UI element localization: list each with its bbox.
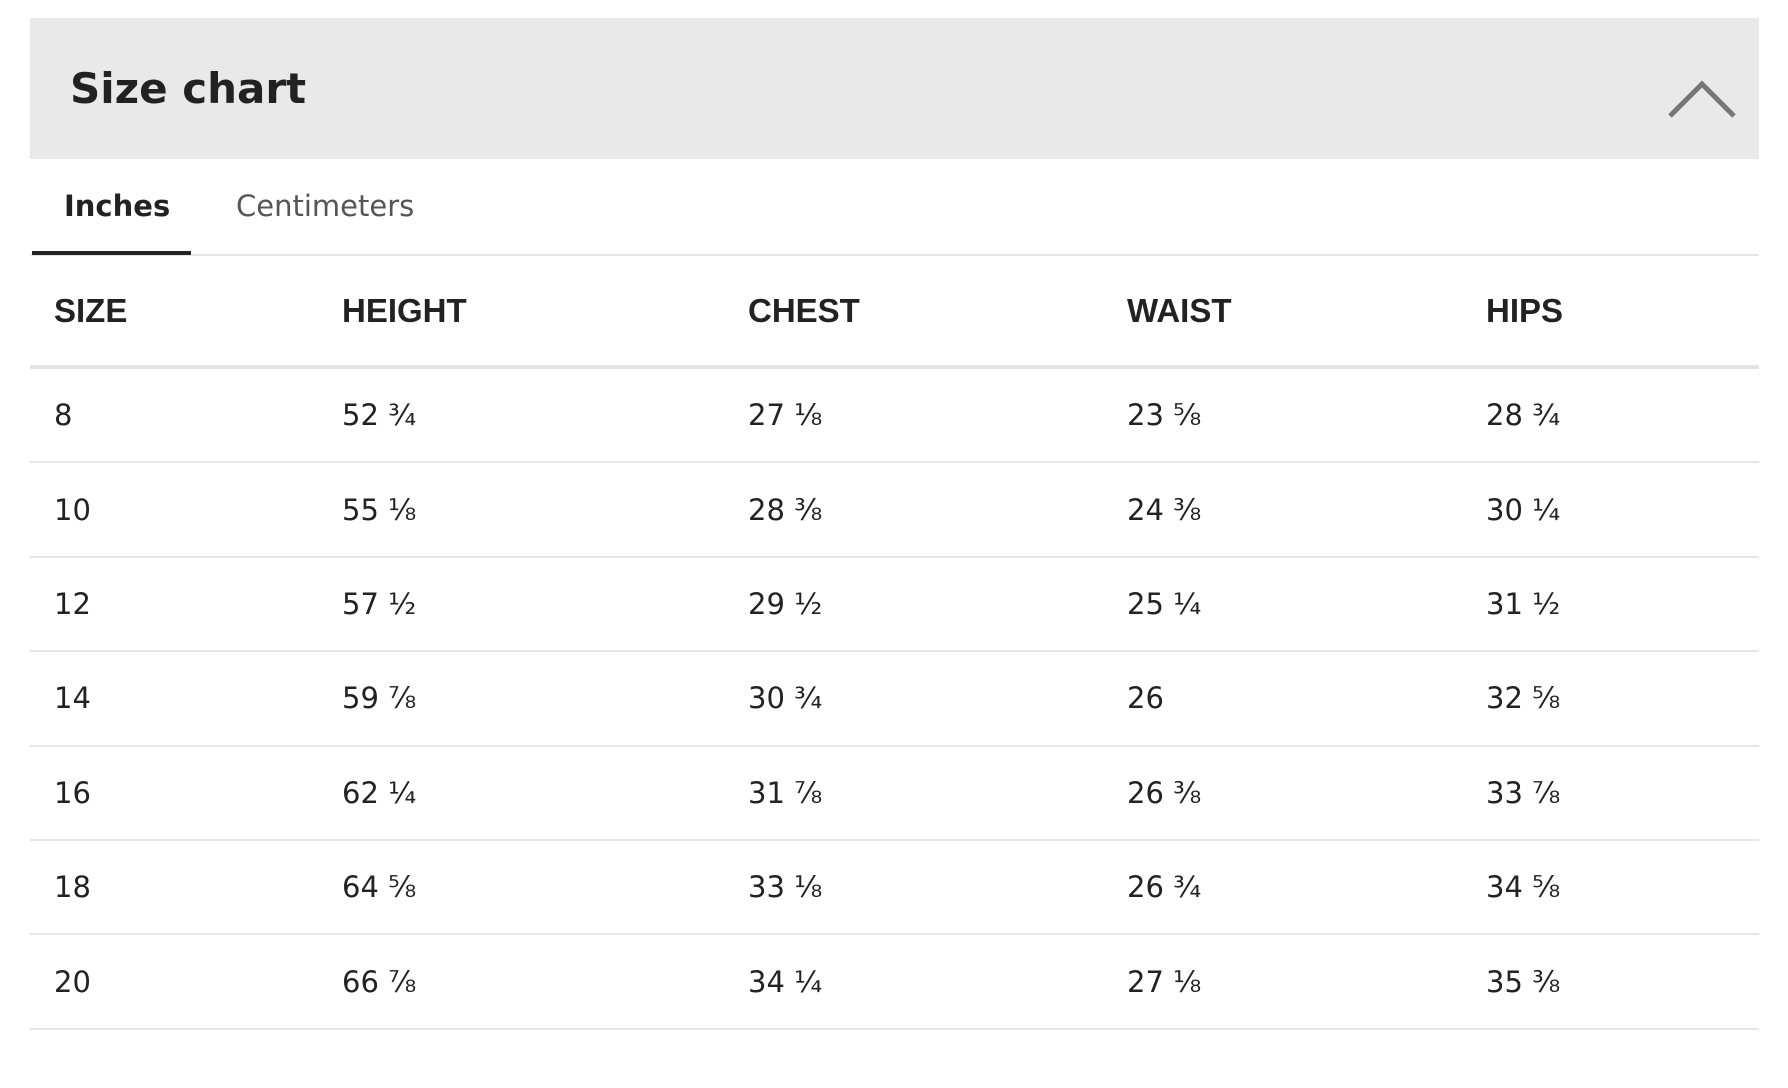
table-cell: 14: [54, 681, 91, 716]
table-cell: 10: [54, 492, 91, 527]
table-cell: 55 ⅛: [342, 492, 417, 527]
table-cell: 18: [54, 870, 91, 905]
accordion-header[interactable]: Size chart: [30, 18, 1759, 159]
table-cell: 30 ¼: [1486, 492, 1561, 527]
table-cell: 27 ⅛: [748, 398, 823, 433]
table-cell: 31 ½: [1486, 586, 1561, 621]
table-cell: 57 ½: [342, 586, 417, 621]
table-cell: 62 ¼: [342, 775, 417, 810]
collapse-icon[interactable]: [1658, 68, 1738, 128]
column-header: SIZE: [54, 291, 128, 329]
table-row: 8 52 ¾ 27 ⅛ 23 ⅝ 28 ¾: [30, 369, 1759, 464]
table-cell: 33 ⅛: [748, 870, 823, 905]
title: Size chart: [70, 64, 307, 113]
table-cell: 25 ¼: [1127, 586, 1202, 621]
table-row: 16 62 ¼ 31 ⅞ 26 ⅜ 33 ⅞: [30, 747, 1759, 841]
tab[interactable]: Inches: [64, 189, 171, 223]
column-header: HIPS: [1486, 291, 1564, 329]
table-cell: 28 ⅜: [748, 492, 823, 527]
table-cell: 29 ½: [748, 586, 823, 621]
tab[interactable]: Centimeters: [236, 189, 415, 223]
table-cell: 26 ¾: [1127, 870, 1202, 905]
table-row: 10 55 ⅛ 28 ⅜ 24 ⅜ 30 ¼: [30, 463, 1759, 558]
table-row: 14 59 ⅞ 30 ¾ 26 32 ⅝: [30, 652, 1759, 747]
tab-indicator: [32, 251, 191, 255]
table-cell: 28 ¾: [1486, 398, 1561, 433]
table-cell: 35 ⅜: [1486, 964, 1561, 999]
column-header: HEIGHT: [342, 291, 467, 329]
table-cell: 23 ⅝: [1127, 398, 1202, 433]
table-cell: 26 ⅜: [1127, 775, 1202, 810]
table-cell: 34 ¼: [748, 964, 823, 999]
table-cell: 26: [1127, 681, 1164, 716]
table-cell: 16: [54, 775, 91, 810]
table-row: 18 64 ⅝ 33 ⅛ 26 ¾ 34 ⅝: [30, 841, 1759, 936]
table-row: 20 66 ⅞ 34 ¼ 27 ⅛ 35 ⅜: [30, 935, 1759, 1030]
column-header: CHEST: [748, 291, 860, 329]
table-cell: 30 ¾: [748, 681, 823, 716]
size-table: SIZE HEIGHT CHEST WAIST HIPS 8 52 ¾ 27 ⅛ 23 ⅝ 28 …: [30, 256, 1759, 1030]
table-cell: 52 ¾: [342, 398, 417, 433]
table-cell: 59 ⅞: [342, 681, 417, 716]
table-cell: 20: [54, 964, 91, 999]
table-cell: 33 ⅞: [1486, 775, 1561, 810]
table-cell: 8: [54, 398, 73, 433]
table-cell: 66 ⅞: [342, 964, 417, 999]
table-cell: 64 ⅝: [342, 870, 417, 905]
table-cell: 34 ⅝: [1486, 870, 1561, 905]
table-cell: 24 ⅜: [1127, 492, 1202, 527]
table-cell: 32 ⅝: [1486, 681, 1561, 716]
column-header: WAIST: [1127, 291, 1232, 329]
table-cell: 12: [54, 586, 91, 621]
table-cell: 27 ⅛: [1127, 964, 1202, 999]
table-cell: 31 ⅞: [748, 775, 823, 810]
header-row: SIZE HEIGHT CHEST WAIST HIPS: [30, 256, 1759, 369]
unit-tabs: Inches Centimeters: [30, 159, 1759, 256]
table-row: 12 57 ½ 29 ½ 25 ¼ 31 ½: [30, 558, 1759, 653]
